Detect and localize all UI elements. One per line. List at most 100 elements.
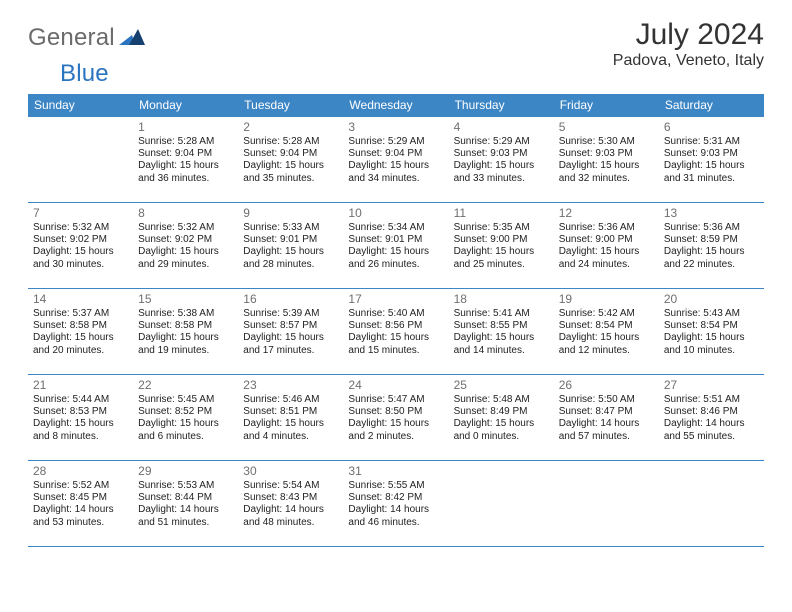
sunset-line: Sunset: 8:42 PM [348, 492, 443, 504]
sunset-line: Sunset: 9:04 PM [348, 148, 443, 160]
week-row: 21Sunrise: 5:44 AMSunset: 8:53 PMDayligh… [28, 375, 764, 461]
daylight-line: Daylight: 14 hours [559, 418, 654, 430]
sunset-line: Sunset: 9:04 PM [243, 148, 338, 160]
daylight-line: and 34 minutes. [348, 173, 443, 185]
day-cell: 31Sunrise: 5:55 AMSunset: 8:42 PMDayligh… [343, 461, 448, 547]
day-number: 29 [138, 464, 233, 478]
sunrise-line: Sunrise: 5:38 AM [138, 308, 233, 320]
daylight-line: and 2 minutes. [348, 431, 443, 443]
brand-mark-icon [119, 24, 145, 52]
daylight-line: and 12 minutes. [559, 345, 654, 357]
daylight-line: and 15 minutes. [348, 345, 443, 357]
sunset-line: Sunset: 8:49 PM [454, 406, 549, 418]
sunrise-line: Sunrise: 5:41 AM [454, 308, 549, 320]
day-cell: 18Sunrise: 5:41 AMSunset: 8:55 PMDayligh… [449, 289, 554, 375]
day-number: 22 [138, 378, 233, 392]
sunset-line: Sunset: 9:00 PM [559, 234, 654, 246]
daylight-line: Daylight: 15 hours [559, 246, 654, 258]
day-cell [554, 461, 659, 547]
daylight-line: and 20 minutes. [33, 345, 128, 357]
daylight-line: and 8 minutes. [33, 431, 128, 443]
day-cell: 26Sunrise: 5:50 AMSunset: 8:47 PMDayligh… [554, 375, 659, 461]
week-row: 1Sunrise: 5:28 AMSunset: 9:04 PMDaylight… [28, 117, 764, 203]
day-cell: 15Sunrise: 5:38 AMSunset: 8:58 PMDayligh… [133, 289, 238, 375]
sunset-line: Sunset: 9:00 PM [454, 234, 549, 246]
sunrise-line: Sunrise: 5:39 AM [243, 308, 338, 320]
day-number: 25 [454, 378, 549, 392]
daylight-line: and 10 minutes. [664, 345, 759, 357]
sunset-line: Sunset: 8:57 PM [243, 320, 338, 332]
day-cell: 20Sunrise: 5:43 AMSunset: 8:54 PMDayligh… [659, 289, 764, 375]
day-number: 5 [559, 120, 654, 134]
day-cell [659, 461, 764, 547]
day-cell: 13Sunrise: 5:36 AMSunset: 8:59 PMDayligh… [659, 203, 764, 289]
daylight-line: and 6 minutes. [138, 431, 233, 443]
daylight-line: Daylight: 15 hours [664, 332, 759, 344]
daylight-line: Daylight: 15 hours [454, 418, 549, 430]
day-cell: 7Sunrise: 5:32 AMSunset: 9:02 PMDaylight… [28, 203, 133, 289]
daylight-line: Daylight: 15 hours [138, 160, 233, 172]
sunrise-line: Sunrise: 5:29 AM [348, 136, 443, 148]
sunrise-line: Sunrise: 5:53 AM [138, 480, 233, 492]
day-cell: 6Sunrise: 5:31 AMSunset: 9:03 PMDaylight… [659, 117, 764, 203]
day-cell: 1Sunrise: 5:28 AMSunset: 9:04 PMDaylight… [133, 117, 238, 203]
daylight-line: Daylight: 15 hours [348, 332, 443, 344]
week-row: 7 Sunrise: 5:32 AM Sunset: 9:02 PM Daylight… [28, 203, 764, 289]
daylight-line: Daylight: 14 hours [243, 504, 338, 516]
daylight-line: Daylight: 15 hours [664, 246, 759, 258]
sunset-line: Sunset: 8:55 PM [454, 320, 549, 332]
daylight-line: and 57 minutes. [559, 431, 654, 443]
month-title: July 2024 [613, 18, 764, 52]
daylight-line: and 24 minutes. [559, 259, 654, 271]
day-number: 3 [348, 120, 443, 134]
sunrise-line: Sunrise: 5:37 AM [33, 308, 128, 320]
daylight-line: Daylight: 14 hours [33, 504, 128, 516]
daylight-line: Daylight: 15 hours [348, 246, 443, 258]
sunrise-line: Sunrise: 5:45 AM [138, 394, 233, 406]
day-cell: 2 Sunrise: 5:28 AMSunset: 9:04 PMDaylight… [238, 117, 343, 203]
daylight-line: and 48 minutes. [243, 517, 338, 529]
sunrise-line: Sunrise: 5:55 AM [348, 480, 443, 492]
day-cell: 8Sunrise: 5:32 AMSunset: 9:02 PMDaylight… [133, 203, 238, 289]
daylight-line: Daylight: 15 hours [454, 160, 549, 172]
week-row: 14Sunrise: 5:37 AMSunset: 8:58 PMDayligh… [28, 289, 764, 375]
daylight-line: and 33 minutes. [454, 173, 549, 185]
daylight-line: Daylight: 15 hours [33, 418, 128, 430]
sunrise-line: Sunrise: 5:44 AM [33, 394, 128, 406]
day-cell: 3Sunrise: 5:29 AMSunset: 9:04 PMDaylight… [343, 117, 448, 203]
sunrise-line: Sunrise: 5:40 AM [348, 308, 443, 320]
day-header-row: Sunday Monday Tuesday Wednesday Thursday… [28, 94, 764, 117]
day-number: 14 [33, 292, 128, 306]
day-cell: 22Sunrise: 5:45 AMSunset: 8:52 PMDayligh… [133, 375, 238, 461]
day-cell [449, 461, 554, 547]
sunset-line: Sunset: 8:53 PM [33, 406, 128, 418]
sunset-line: Sunset: 8:51 PM [243, 406, 338, 418]
day-cell: 16Sunrise: 5:39 AMSunset: 8:57 PMDayligh… [238, 289, 343, 375]
day-number: 12 [559, 206, 654, 220]
day-number: 7 [33, 206, 128, 220]
daylight-line: and 0 minutes. [454, 431, 549, 443]
day-number: 11 [454, 206, 549, 220]
day-number: 17 [348, 292, 443, 306]
day-cell: 19Sunrise: 5:42 AMSunset: 8:54 PMDayligh… [554, 289, 659, 375]
sunset-line: Sunset: 8:45 PM [33, 492, 128, 504]
daylight-line: Daylight: 15 hours [454, 332, 549, 344]
day-cell: 27Sunrise: 5:51 AMSunset: 8:46 PMDayligh… [659, 375, 764, 461]
day-number: 2 [243, 120, 338, 134]
sunrise-line: Sunrise: 5:35 AM [454, 222, 549, 234]
sunset-line: Sunset: 9:01 PM [348, 234, 443, 246]
daylight-line: Daylight: 14 hours [664, 418, 759, 430]
hdr-wed: Wednesday [343, 94, 448, 117]
day-number: 15 [138, 292, 233, 306]
sunset-line: Sunset: 8:46 PM [664, 406, 759, 418]
sunrise-line: Sunrise: 5:30 AM [559, 136, 654, 148]
sunset-line: Sunset: 9:02 PM [138, 234, 233, 246]
daylight-line: Daylight: 15 hours [243, 160, 338, 172]
sunrise-line: Sunrise: 5:52 AM [33, 480, 128, 492]
sunrise-line: Sunrise: 5:28 AM [243, 136, 338, 148]
calendar-page: General July 2024 Padova, Veneto, Italy … [0, 0, 792, 612]
daylight-line: and 17 minutes. [243, 345, 338, 357]
sunrise-line: Sunrise: 5:32 AM [33, 222, 128, 234]
daylight-line: and 22 minutes. [664, 259, 759, 271]
sunset-line: Sunset: 8:50 PM [348, 406, 443, 418]
